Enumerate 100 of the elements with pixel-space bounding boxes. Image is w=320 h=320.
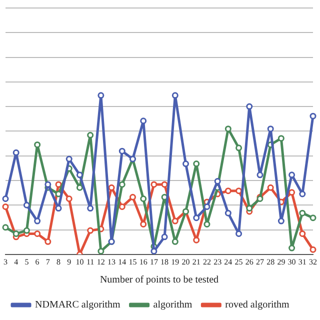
point <box>172 92 178 99</box>
point <box>140 196 147 202</box>
x-tick-label: 30 <box>288 257 296 266</box>
point <box>299 190 306 198</box>
point <box>55 205 62 212</box>
x-tick-label: 6 <box>35 257 40 266</box>
point <box>2 203 9 210</box>
point <box>236 230 242 237</box>
point <box>129 194 136 200</box>
x-tick-label: 10 <box>76 257 84 266</box>
point <box>23 227 30 234</box>
point <box>118 203 126 210</box>
point <box>236 188 242 194</box>
point <box>108 184 115 191</box>
point <box>2 196 9 202</box>
point <box>44 181 52 188</box>
point <box>34 230 41 237</box>
point <box>310 246 316 253</box>
point <box>76 184 83 191</box>
point <box>150 248 158 254</box>
x-tick-label: 28 <box>266 257 275 266</box>
point <box>224 126 232 132</box>
x-tick-label: 29 <box>277 257 286 266</box>
point <box>87 205 94 212</box>
point <box>246 205 253 212</box>
point <box>299 230 306 237</box>
x-tick-label: 17 <box>150 257 158 266</box>
point <box>204 203 210 210</box>
x-axis-title: Number of points to be tested <box>100 274 219 286</box>
legend-label: roved algorithm <box>225 300 290 311</box>
point <box>23 202 30 208</box>
point <box>172 238 178 245</box>
x-tick-label: 8 <box>56 257 61 266</box>
x-tick-label: 14 <box>118 257 126 266</box>
point <box>288 244 296 252</box>
x-tick-label: 13 <box>108 257 116 266</box>
point <box>224 210 232 216</box>
point <box>288 189 296 196</box>
x-tick-label: 12 <box>96 257 105 266</box>
point <box>182 160 190 168</box>
x-tick-label: 26 <box>245 257 254 266</box>
x-tick-label: 21 <box>192 257 200 266</box>
point <box>34 141 41 148</box>
point <box>98 92 104 99</box>
x-tick-label: 16 <box>139 257 148 266</box>
x-tick-label: 31 <box>298 257 306 266</box>
x-tick-label: 15 <box>128 257 137 266</box>
point <box>12 149 20 156</box>
x-tick-label: 25 <box>234 257 243 266</box>
x-tick-label: 7 <box>46 257 50 266</box>
point <box>172 218 178 224</box>
point <box>299 210 306 216</box>
x-tick-label: 24 <box>224 257 232 266</box>
point <box>66 156 72 162</box>
x-tick-label: 9 <box>67 257 72 266</box>
x-tick-label: 19 <box>171 257 180 266</box>
point <box>278 135 284 142</box>
x-tick-label: 23 <box>214 257 222 266</box>
point <box>76 172 83 178</box>
point <box>193 214 200 222</box>
point <box>87 227 94 234</box>
x-tick-label: 11 <box>86 257 94 266</box>
point <box>267 126 274 132</box>
point <box>87 132 94 138</box>
point <box>224 188 232 194</box>
point <box>267 184 274 191</box>
point <box>204 220 210 228</box>
point <box>161 234 168 240</box>
point <box>246 103 253 110</box>
point <box>214 178 221 185</box>
point <box>140 118 147 124</box>
point <box>278 218 284 224</box>
point <box>34 218 41 224</box>
x-tick-label: 32 <box>309 257 317 266</box>
point <box>55 181 62 188</box>
legend-label: NDMARC algorithm <box>35 300 120 311</box>
x-tick-label: 18 <box>160 257 169 266</box>
point <box>98 248 104 254</box>
point <box>256 172 264 178</box>
x-tick-label: 4 <box>14 257 18 266</box>
x-tick-label: 27 <box>256 257 264 266</box>
x-tick-label: 20 <box>182 257 190 266</box>
point <box>310 214 316 222</box>
point <box>12 230 20 237</box>
legend-label: algorithm <box>153 300 192 311</box>
point <box>2 224 9 231</box>
point <box>150 181 158 188</box>
point <box>140 220 147 228</box>
point <box>118 181 126 188</box>
point <box>288 172 296 178</box>
point <box>236 144 242 152</box>
point <box>310 112 316 120</box>
x-tick-label: 22 <box>202 257 211 266</box>
x-tick-label: 3 <box>4 257 8 266</box>
point <box>44 238 52 245</box>
x-tick-label: 5 <box>24 257 29 266</box>
point <box>118 148 126 154</box>
point <box>66 196 72 202</box>
point <box>193 236 200 244</box>
point <box>161 181 168 188</box>
